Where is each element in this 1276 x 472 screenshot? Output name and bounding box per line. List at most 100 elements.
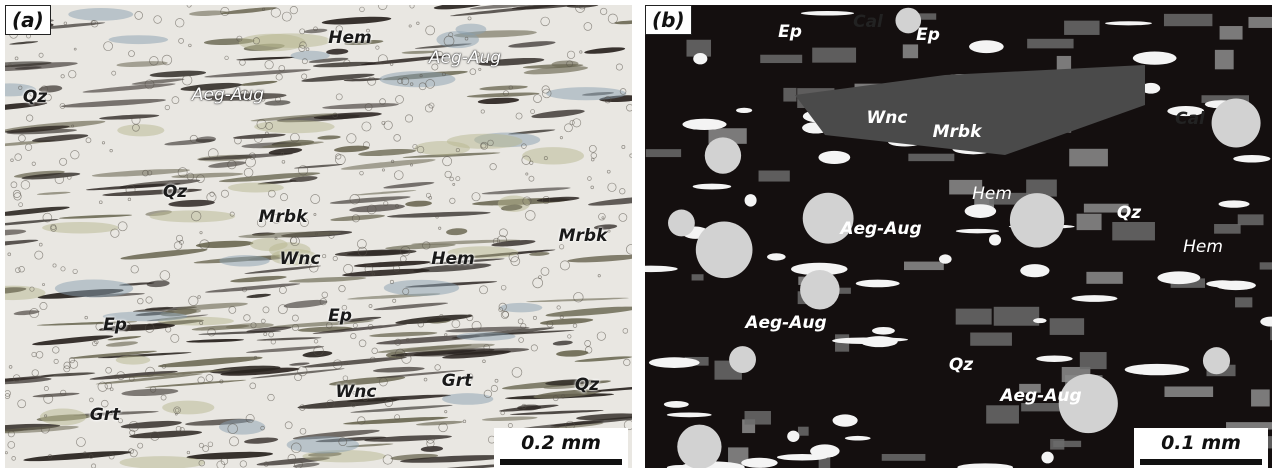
texture-grain: [35, 251, 43, 259]
texture-grain: [186, 450, 273, 460]
texture-grain: [383, 181, 434, 190]
texture-grain: [25, 144, 31, 150]
texture-grain: [1041, 452, 1053, 464]
texture-grain: [373, 366, 425, 373]
texture-grain: [482, 186, 571, 196]
annotation: Qz: [575, 375, 599, 395]
texture-grain: [585, 347, 592, 354]
texture-grain: [1050, 439, 1064, 450]
texture-grain: [32, 392, 79, 398]
texture-grain: [32, 370, 39, 377]
texture-grain: [8, 253, 11, 256]
texture: [645, 5, 1272, 468]
texture-grain: [264, 100, 290, 106]
texture-grain: [59, 214, 132, 220]
texture-grain: [588, 194, 632, 208]
texture-grain: [342, 267, 430, 278]
texture-grain: [14, 193, 21, 200]
texture-grain: [1050, 318, 1084, 335]
texture-grain: [285, 422, 292, 429]
texture-grain: [11, 182, 17, 188]
texture-grain: [531, 345, 537, 351]
scale-bar: 0.2 mm: [494, 428, 628, 468]
texture-grain: [1260, 262, 1272, 269]
annotation: Hem: [328, 28, 371, 48]
annotation: Hem: [972, 184, 1012, 204]
texture-grain: [882, 454, 926, 461]
texture-grain: [416, 420, 464, 426]
texture-grain: [99, 113, 159, 120]
texture-grain: [833, 414, 858, 426]
texture-grain: [116, 355, 151, 364]
annotation: Hem: [1183, 237, 1223, 257]
texture-grain: [317, 135, 341, 140]
texture-grain: [1069, 149, 1108, 167]
texture-grain: [186, 338, 244, 343]
texture-grain: [777, 454, 827, 460]
annotation: Aeg-Aug: [840, 219, 921, 239]
texture-grain: [482, 416, 538, 422]
texture-grain: [560, 261, 569, 270]
annotation: Aeg-Aug: [1000, 386, 1081, 406]
texture-grain: [166, 327, 171, 332]
texture-grain: [15, 57, 18, 60]
texture-grain: [112, 71, 116, 75]
texture-grain: [760, 55, 802, 63]
texture-grain: [172, 97, 179, 104]
texture-grain: [229, 437, 238, 446]
annotation: Grt: [442, 371, 472, 391]
texture-grain: [200, 231, 202, 233]
texture-grain: [129, 429, 202, 440]
texture-grain: [15, 268, 20, 273]
texture-grain: [116, 60, 168, 68]
texture-grain: [856, 280, 900, 288]
texture-grain: [904, 262, 944, 270]
texture-grain: [314, 339, 318, 343]
texture-grain: [557, 306, 560, 309]
texture-grain: [457, 332, 516, 341]
annotation: Mrbk: [933, 122, 982, 142]
texture-grain: [415, 141, 470, 155]
texture-grain: [470, 69, 476, 75]
annotation: Aeg-Aug: [745, 313, 826, 333]
texture-grain: [280, 193, 287, 200]
texture-grain: [970, 333, 1012, 346]
texture-grain: [350, 404, 453, 414]
texture-grain: [445, 410, 447, 412]
panel-label: (b): [645, 5, 692, 35]
texture-grain: [161, 395, 166, 400]
texture-grain: [322, 15, 392, 26]
annotation: Ep: [778, 22, 802, 42]
texture-grain: [89, 398, 93, 402]
texture-grain: [250, 383, 256, 389]
texture-grain: [32, 133, 89, 144]
texture-grain: [60, 158, 67, 165]
texture-grain: [525, 210, 535, 220]
texture-grain: [546, 87, 626, 100]
scale-label: 0.2 mm: [494, 432, 628, 454]
texture-grain: [61, 267, 65, 271]
texture-grain: [1086, 272, 1122, 284]
texture-grain: [602, 217, 604, 219]
texture-grain: [333, 256, 337, 260]
texture-grain: [244, 315, 251, 322]
texture-grain: [102, 142, 104, 144]
texture-grain: [479, 68, 481, 70]
texture-grain: [1033, 318, 1046, 323]
texture-grain: [373, 301, 448, 311]
texture-grain: [383, 455, 392, 464]
micrograph-a: (a) Hem Aeg-Aug Qz Aeg-Aug Qz Mrbk Mrbk …: [5, 5, 632, 468]
texture-grain: [541, 267, 549, 275]
annotation: Mrbk: [259, 207, 308, 227]
texture-grain: [1157, 271, 1200, 284]
texture-grain: [645, 266, 678, 272]
texture-grain: [1080, 352, 1107, 369]
texture-grain: [149, 70, 206, 79]
texture-grain: [13, 309, 39, 316]
texture-grain: [179, 38, 184, 43]
texture-grain: [314, 213, 316, 215]
texture-grain: [616, 64, 622, 70]
texture-grain: [171, 334, 179, 342]
texture-grain: [600, 8, 607, 15]
texture-grain: [607, 170, 610, 173]
